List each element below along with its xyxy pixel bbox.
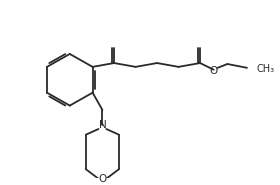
Text: N: N [99,120,106,130]
Text: O: O [98,174,106,184]
Text: CH₃: CH₃ [257,64,275,74]
Text: O: O [210,66,218,76]
